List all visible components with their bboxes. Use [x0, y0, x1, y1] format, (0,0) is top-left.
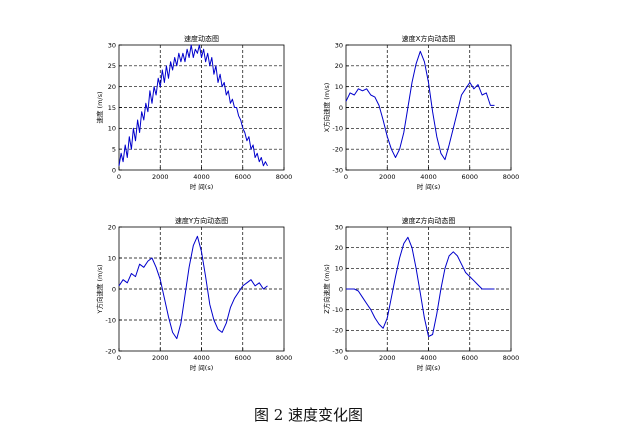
- x-axis-label: 时 间(s): [190, 363, 214, 372]
- y-tick-label: 10: [335, 83, 343, 91]
- y-tick-label: -30: [332, 347, 343, 355]
- x-tick-label: 0: [344, 173, 348, 181]
- figure-caption: 图 2 速度变化图: [253, 406, 364, 424]
- y-tick-label: 0: [112, 285, 116, 293]
- x-tick-label: 4000: [420, 173, 437, 181]
- x-tick-label: 8000: [503, 173, 520, 181]
- y-tick-label: 25: [108, 62, 116, 70]
- series-line-1: [118, 235, 268, 340]
- x-tick-label: 0: [117, 173, 121, 181]
- x-tick-label: 8000: [503, 354, 520, 362]
- y-tick-label: -20: [332, 145, 343, 153]
- y-axis-label: 速度 (m/s): [95, 91, 104, 123]
- y-tick-label: -20: [105, 347, 116, 355]
- x-tick-label: 2000: [152, 173, 169, 181]
- y-tick-label: -30: [332, 166, 343, 174]
- y-tick-label: -10: [332, 125, 343, 133]
- x-axis-label: 时 间(s): [417, 182, 441, 191]
- x-axis-label: 时 间(s): [417, 363, 441, 372]
- series-line-1: [346, 236, 495, 337]
- x-tick-label: 6000: [234, 354, 251, 362]
- series-line-1: [345, 50, 495, 161]
- x-tick-label: 2000: [379, 173, 396, 181]
- y-tick-label: 0: [112, 166, 116, 174]
- y-axis-label: Z方向速度 (m/s): [322, 264, 331, 314]
- y-axis-label: Y方向速度 (m/s): [95, 264, 104, 314]
- y-tick-label: 20: [108, 83, 116, 91]
- y-tick-label: 30: [335, 41, 343, 49]
- y-axis-label: X方向速度 (m/s): [322, 83, 331, 133]
- x-axis-label: 时 间(s): [190, 182, 214, 191]
- y-tick-label: 30: [108, 41, 116, 49]
- chart-title: 速度Y方向动态图: [175, 216, 228, 225]
- y-tick-label: 20: [335, 62, 343, 70]
- chart-title: 速度Z方向动态图: [402, 216, 456, 225]
- x-tick-label: 2000: [379, 354, 396, 362]
- y-tick-label: 0: [339, 104, 343, 112]
- x-tick-label: 4000: [420, 354, 437, 362]
- subplot-2: 0 2000 4000 6000 8000 -30 -20 -10 0 10 20 30 速度X方向动态…: [322, 34, 519, 191]
- y-tick-label: -10: [105, 316, 116, 324]
- chart-title: 速度动态图: [184, 34, 219, 43]
- x-tick-label: 4000: [193, 354, 210, 362]
- y-tick-label: 20: [335, 244, 343, 252]
- y-tick-label: 20: [108, 223, 116, 231]
- y-tick-label: -20: [332, 327, 343, 335]
- chart-title: 速度X方向动态图: [402, 34, 456, 43]
- subplot-4: 0 2000 4000 6000 8000 -30 -20 -10 0 10 20 30 速度Z方向动态…: [322, 216, 519, 372]
- y-tick-label: 0: [339, 285, 343, 293]
- x-tick-label: 6000: [461, 173, 478, 181]
- x-tick-label: 6000: [461, 354, 478, 362]
- y-tick-label: 10: [108, 125, 116, 133]
- y-tick-label: 30: [335, 223, 343, 231]
- x-tick-label: 4000: [193, 173, 210, 181]
- y-tick-label: 10: [108, 254, 116, 262]
- y-tick-label: 15: [108, 104, 116, 112]
- y-tick-label: 5: [112, 145, 116, 153]
- x-tick-label: 8000: [276, 354, 293, 362]
- x-tick-label: 2000: [152, 354, 169, 362]
- series-line-1: [118, 44, 268, 167]
- y-tick-label: 10: [335, 265, 343, 273]
- x-tick-label: 8000: [276, 173, 293, 181]
- x-tick-label: 6000: [234, 173, 251, 181]
- x-tick-label: 0: [344, 354, 348, 362]
- x-tick-label: 0: [117, 354, 121, 362]
- y-tick-label: -10: [332, 306, 343, 314]
